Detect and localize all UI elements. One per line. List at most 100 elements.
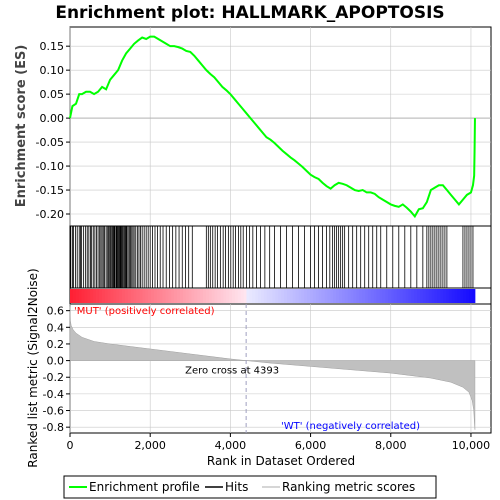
strip-cell [78, 289, 82, 303]
strip-cell [159, 289, 163, 303]
strip-cell [431, 289, 435, 303]
strip-cell [177, 289, 181, 303]
strip-cell [382, 289, 386, 303]
strip-cell [327, 289, 331, 303]
strip-cell [359, 289, 363, 303]
metric-y-tick-label: -0.2 [43, 371, 64, 384]
strip-cell [405, 289, 409, 303]
strip-cell [200, 289, 204, 303]
strip-cell [373, 289, 378, 303]
strip-cell [188, 289, 192, 303]
strip-cell [391, 289, 395, 303]
strip-cell [130, 289, 135, 303]
strip-cell [217, 289, 221, 303]
strip-cell [263, 289, 268, 303]
strip-cell [116, 289, 120, 303]
strip-cell [72, 289, 77, 303]
metric-x-tick-label: 6,000 [295, 439, 327, 452]
x-axis-label: Rank in Dataset Ordered [207, 454, 355, 468]
strip-cell [243, 289, 247, 303]
legend-enrichment-label: Enrichment profile [89, 480, 200, 494]
strip-cell [75, 289, 80, 303]
strip-cell [422, 289, 427, 303]
hit-lines [70, 226, 474, 288]
strip-cell [240, 289, 244, 303]
strip-cell [104, 289, 109, 303]
metric-y-tick-label: 0.4 [47, 321, 65, 334]
strip-cell [165, 289, 169, 303]
strip-cell [246, 289, 250, 303]
strip-cell [110, 289, 114, 303]
strip-cell [304, 289, 308, 303]
es-tick-label: -0.10 [36, 160, 64, 173]
strip-cell [266, 289, 270, 303]
strip-cell [237, 289, 242, 303]
strip-cell [136, 289, 140, 303]
strip-cell [252, 289, 256, 303]
strip-cell [365, 289, 369, 303]
strip-cell [376, 289, 380, 303]
strip-cell [310, 289, 314, 303]
strip-cell [420, 289, 424, 303]
strip-cell [312, 289, 317, 303]
strip-cell [162, 289, 166, 303]
metric-y-tick-label: 0.2 [47, 338, 65, 351]
strip-cell [197, 289, 201, 303]
strip-cell [148, 289, 152, 303]
es-y-axis-label: Enrichment score (ES) [14, 45, 29, 208]
strip-cell [269, 289, 273, 303]
strip-cell [295, 289, 299, 303]
strip-cell [139, 289, 143, 303]
strip-cell [379, 289, 383, 303]
positive-class-label: 'MUT' (positively correlated) [74, 306, 215, 317]
strip-cell [211, 289, 216, 303]
strip-cell [367, 289, 372, 303]
strip-cell [289, 289, 294, 303]
strip-cell [234, 289, 239, 303]
metric-x-tick-label: 10,000 [452, 439, 491, 452]
strip-cell [434, 289, 438, 303]
strip-cell [448, 289, 453, 303]
strip-cell [171, 289, 175, 303]
strip-cell [223, 289, 227, 303]
strip-cell [133, 289, 137, 303]
strip-cell [417, 289, 421, 303]
strip-cell [231, 289, 236, 303]
strip-cell [356, 289, 360, 303]
es-tick-label: 0.15 [40, 40, 65, 53]
legend: Enrichment profile Hits Ranking metric s… [63, 475, 437, 499]
strip-cell [156, 289, 161, 303]
es-tick-label: 0.05 [40, 88, 65, 101]
es-tick-label: 0.00 [40, 112, 65, 125]
strip-cell [414, 289, 418, 303]
metric-x-tick-label: 0 [67, 439, 74, 452]
strip-cell [90, 289, 94, 303]
strip-cell [411, 289, 415, 303]
strip-cell [119, 289, 123, 303]
strip-cell [122, 289, 126, 303]
strip-cell [145, 289, 149, 303]
strip-cell [191, 289, 195, 303]
hits-panel [69, 225, 492, 289]
metric-y-tick-label: 0.0 [47, 355, 65, 368]
metric-panel: Zero cross at 4393 'MUT' (positively cor… [26, 268, 492, 468]
strip-cell [396, 289, 401, 303]
legend-hits-label: Hits [225, 480, 248, 494]
strip-cell [174, 289, 178, 303]
strip-cell [70, 289, 74, 303]
strip-cell [301, 289, 305, 303]
strip-cell [214, 289, 218, 303]
strip-cell [347, 289, 351, 303]
strip-cell [107, 289, 111, 303]
strip-cell [182, 289, 187, 303]
metric-y-axis-label: Ranked list metric (Signal2Noise) [26, 268, 40, 467]
metric-y-tick-label: -0.8 [43, 421, 64, 434]
strip-cell [229, 289, 233, 303]
strip-cell [284, 289, 288, 303]
strip-cell [208, 289, 213, 303]
negative-class-label: 'WT' (negatively correlated) [281, 421, 420, 432]
strip-cell [402, 289, 406, 303]
strip-cell [344, 289, 349, 303]
strip-cell [460, 289, 464, 303]
strip-cell [341, 289, 346, 303]
